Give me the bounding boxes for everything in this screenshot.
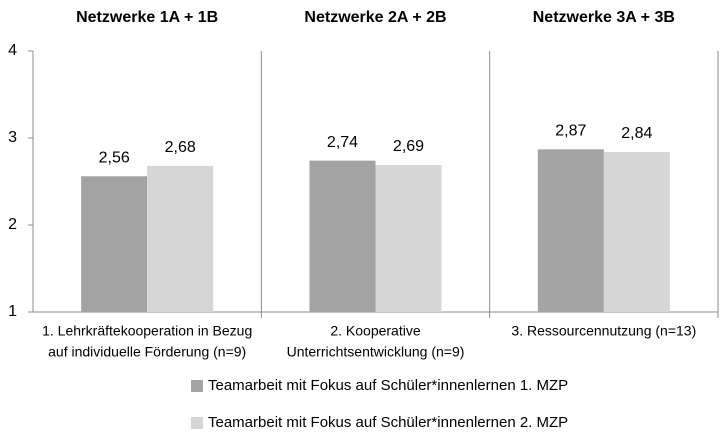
legend-label: Teamarbeit mit Fokus auf Schüler*innenle… (208, 377, 568, 394)
x-tick-label: 2. Kooperative (330, 323, 420, 339)
data-label: 2,69 (393, 138, 424, 155)
legend-swatch (191, 417, 203, 429)
x-tick-label: 3. Ressourcennutzung (n=13) (511, 323, 696, 339)
bar (81, 176, 148, 312)
y-tick-label: 1 (8, 303, 17, 320)
data-label: 2,84 (621, 125, 652, 142)
data-label: 2,87 (555, 123, 586, 140)
data-label: 2,74 (327, 134, 358, 151)
bar (309, 160, 376, 312)
group-title: Netzwerke 3A + 3B (533, 9, 675, 26)
data-label: 2,56 (99, 149, 130, 166)
x-tick-label: Unterrichtsentwicklung (n=9) (287, 344, 465, 360)
y-tick-label: 3 (8, 129, 17, 146)
bar (603, 151, 670, 312)
legend-swatch (191, 380, 203, 392)
y-tick-label: 2 (8, 216, 17, 233)
bar (147, 165, 214, 312)
bar (537, 149, 604, 312)
y-tick-label: 4 (8, 42, 17, 59)
x-tick-label: 1. Lehrkräftekooperation in Bezug (42, 323, 252, 339)
group-title: Netzwerke 1A + 1B (76, 9, 218, 26)
x-tick-label: auf individuelle Förderung (n=9) (48, 344, 246, 360)
legend-label: Teamarbeit mit Fokus auf Schüler*innenle… (208, 414, 568, 431)
group-title: Netzwerke 2A + 2B (304, 9, 446, 26)
data-label: 2,68 (165, 139, 196, 156)
bar (375, 164, 442, 312)
